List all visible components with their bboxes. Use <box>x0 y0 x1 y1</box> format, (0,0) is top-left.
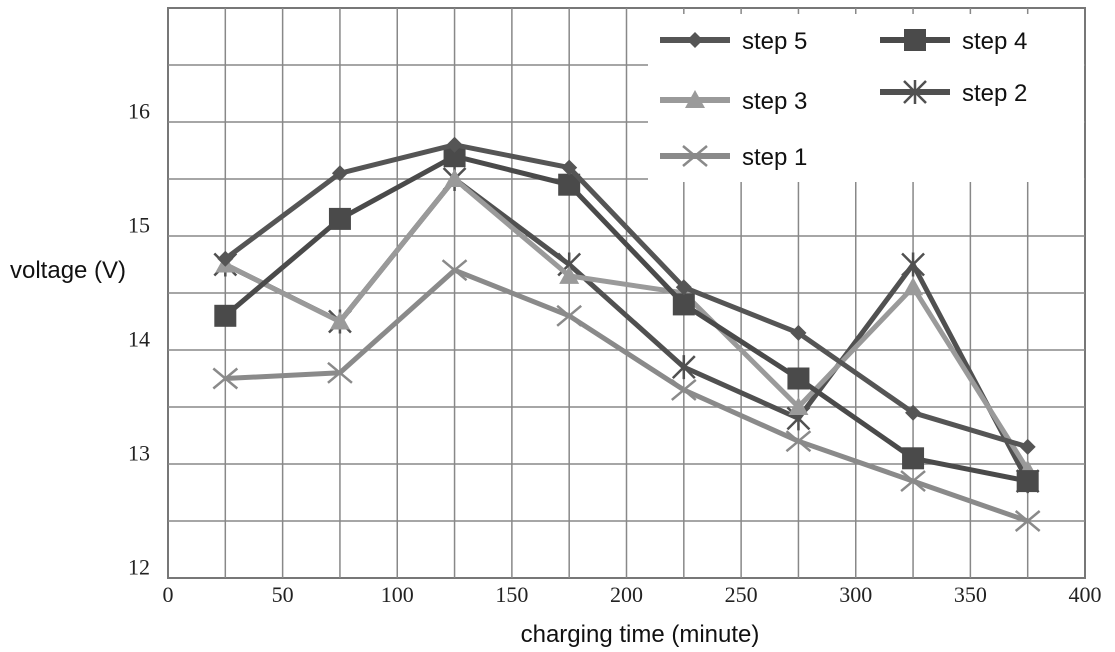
tick-labels: 0 50 100 150 200 250 300 350 400 12 13 14 15 16 <box>128 99 1102 607</box>
series-line-step-4 <box>223 153 1029 484</box>
data-point-step-4 <box>787 367 810 390</box>
data-point-step-5 <box>217 250 234 267</box>
legend-label-step-5: step 5 <box>742 28 807 55</box>
legend-item-step-3: step 3 <box>660 88 807 115</box>
data-point-step-4 <box>902 447 925 470</box>
data-point-step-4 <box>672 293 695 316</box>
data-point-step-5 <box>446 136 463 153</box>
data-point-step-3 <box>788 397 809 415</box>
series-step-1 <box>212 259 1041 532</box>
legend-marker-step-3 <box>685 90 705 108</box>
series-line-step-5 <box>223 142 1029 450</box>
series-line-step-3 <box>224 176 1030 472</box>
legend-marker-step-5 <box>687 32 703 48</box>
data-point-step-4 <box>443 145 466 168</box>
data-point-step-1 <box>1014 510 1041 532</box>
data-point-step-5 <box>790 324 807 341</box>
data-point-step-5 <box>331 165 348 182</box>
legend-marker-step-1 <box>682 145 708 167</box>
y-axis-title: voltage (V) <box>10 257 126 284</box>
legend: step 5 step 4 step 3 step 2 step 1 <box>648 14 1084 182</box>
data-point-step-1 <box>785 430 812 453</box>
data-point-step-1 <box>671 378 697 401</box>
legend-item-step-4: step 4 <box>880 28 1027 55</box>
data-point-step-4 <box>214 304 237 327</box>
data-point-step-3 <box>559 265 580 284</box>
data-point-step-3 <box>329 311 350 330</box>
y-tick-label: 12 <box>128 555 150 580</box>
data-point-step-5 <box>675 279 692 296</box>
legend-label-step-3: step 3 <box>742 88 807 115</box>
legend-label-step-4: step 4 <box>962 28 1027 55</box>
legend-marker-step-4 <box>904 29 926 51</box>
data-point-step-5 <box>905 404 922 421</box>
x-tick-label: 0 <box>163 582 174 607</box>
y-tick-label: 15 <box>128 213 150 238</box>
data-point-step-5 <box>1019 438 1036 455</box>
data-point-step-4 <box>328 207 351 230</box>
data-point-step-5 <box>561 159 578 176</box>
series-step-5 <box>217 136 1036 455</box>
data-point-step-1 <box>441 259 468 282</box>
legend-item-step-2: step 2 <box>880 80 1027 107</box>
y-tick-label: 13 <box>128 441 150 466</box>
y-tick-label: 16 <box>128 99 150 124</box>
data-point-step-1 <box>556 304 582 327</box>
legend-marker-step-2 <box>903 80 927 104</box>
x-tick-label: 150 <box>495 582 528 607</box>
y-tick-label: 14 <box>128 327 150 352</box>
series-step-4 <box>214 145 1039 493</box>
data-point-step-3 <box>444 169 465 187</box>
x-tick-label: 200 <box>610 582 643 607</box>
series-line-step-1 <box>225 267 1029 524</box>
x-tick-label: 50 <box>272 582 294 607</box>
data-point-step-1 <box>327 361 353 384</box>
data-point-step-4 <box>1016 470 1039 493</box>
x-tick-label: 350 <box>954 582 987 607</box>
x-tick-label: 400 <box>1069 582 1102 607</box>
data-point-step-1 <box>212 367 239 390</box>
data-point-step-2 <box>901 252 925 277</box>
x-tick-label: 250 <box>725 582 758 607</box>
legend-label-step-1: step 1 <box>742 144 807 171</box>
series-layer <box>212 136 1041 532</box>
data-point-step-3 <box>903 277 924 296</box>
x-tick-label: 300 <box>839 582 872 607</box>
data-point-step-4 <box>558 173 581 196</box>
x-tick-label: 100 <box>381 582 414 607</box>
x-axis-title: charging time (minute) <box>521 621 760 648</box>
data-point-step-2 <box>671 355 696 380</box>
legend-label-step-2: step 2 <box>962 80 1027 107</box>
data-point-step-1 <box>900 470 926 493</box>
legend-item-step-5: step 5 <box>660 28 807 55</box>
legend-item-step-1: step 1 <box>660 144 807 171</box>
